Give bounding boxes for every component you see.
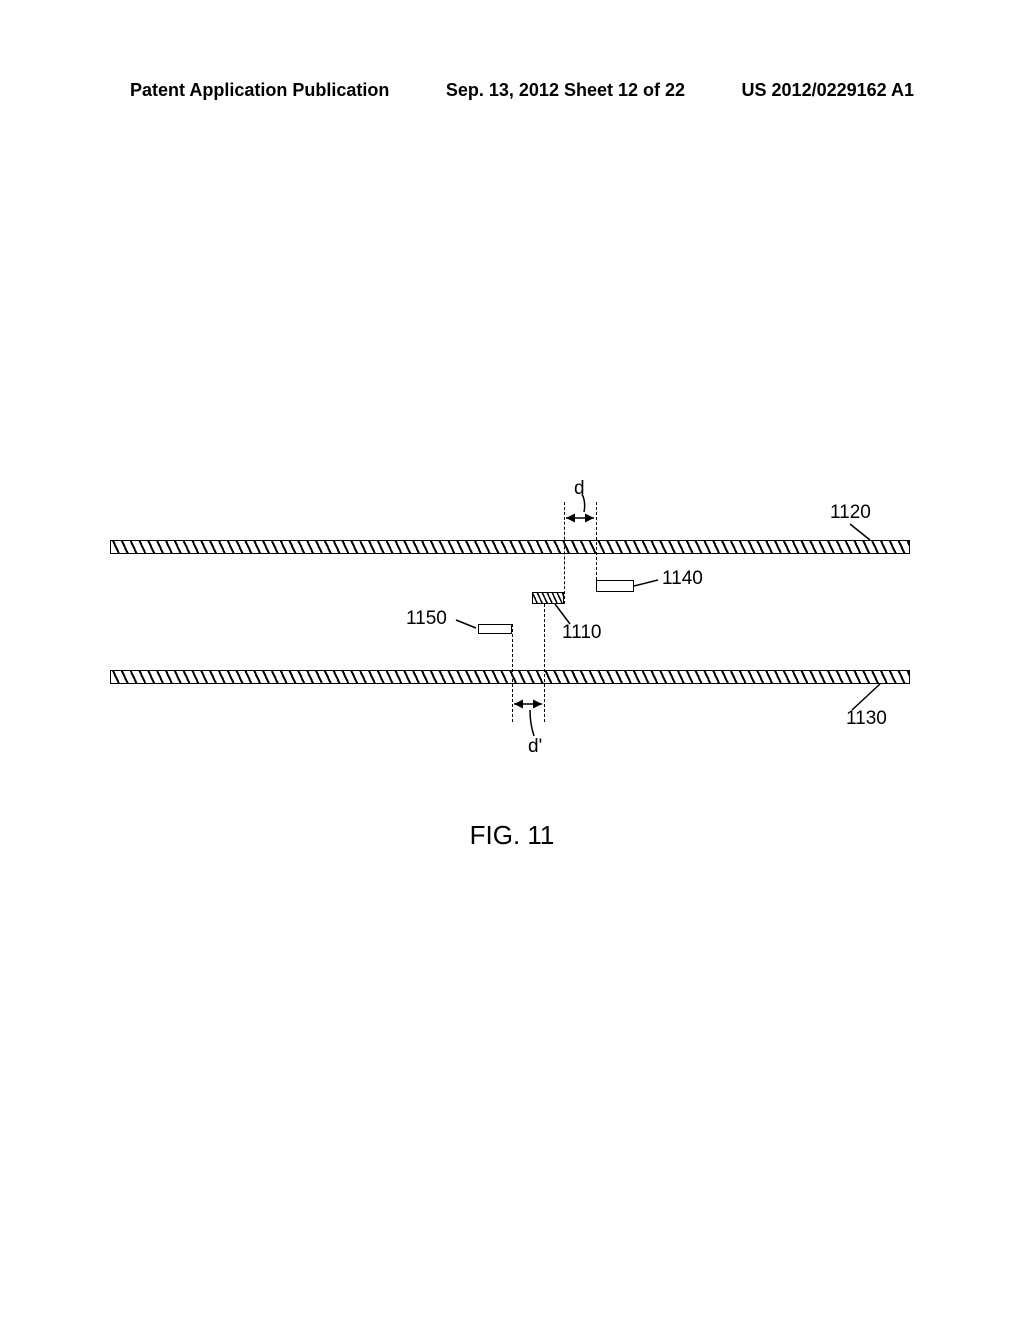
label-d-prime: d': [528, 736, 542, 758]
header-left: Patent Application Publication: [130, 80, 389, 101]
label-d: d: [574, 478, 585, 500]
label-1110: 1110: [562, 622, 601, 644]
label-1120: 1120: [830, 502, 871, 524]
figure-svg-overlay: [110, 480, 910, 780]
figure-caption: FIG. 11: [470, 820, 555, 851]
label-1140: 1140: [662, 568, 703, 590]
header-right: US 2012/0229162 A1: [742, 80, 914, 101]
figure-11: d d' 1120 1130 1140 1110 1150: [110, 480, 910, 780]
page-header: Patent Application Publication Sep. 13, …: [0, 80, 1024, 101]
header-center: Sep. 13, 2012 Sheet 12 of 22: [446, 80, 685, 101]
label-1150: 1150: [406, 608, 447, 630]
label-1130: 1130: [846, 708, 887, 730]
